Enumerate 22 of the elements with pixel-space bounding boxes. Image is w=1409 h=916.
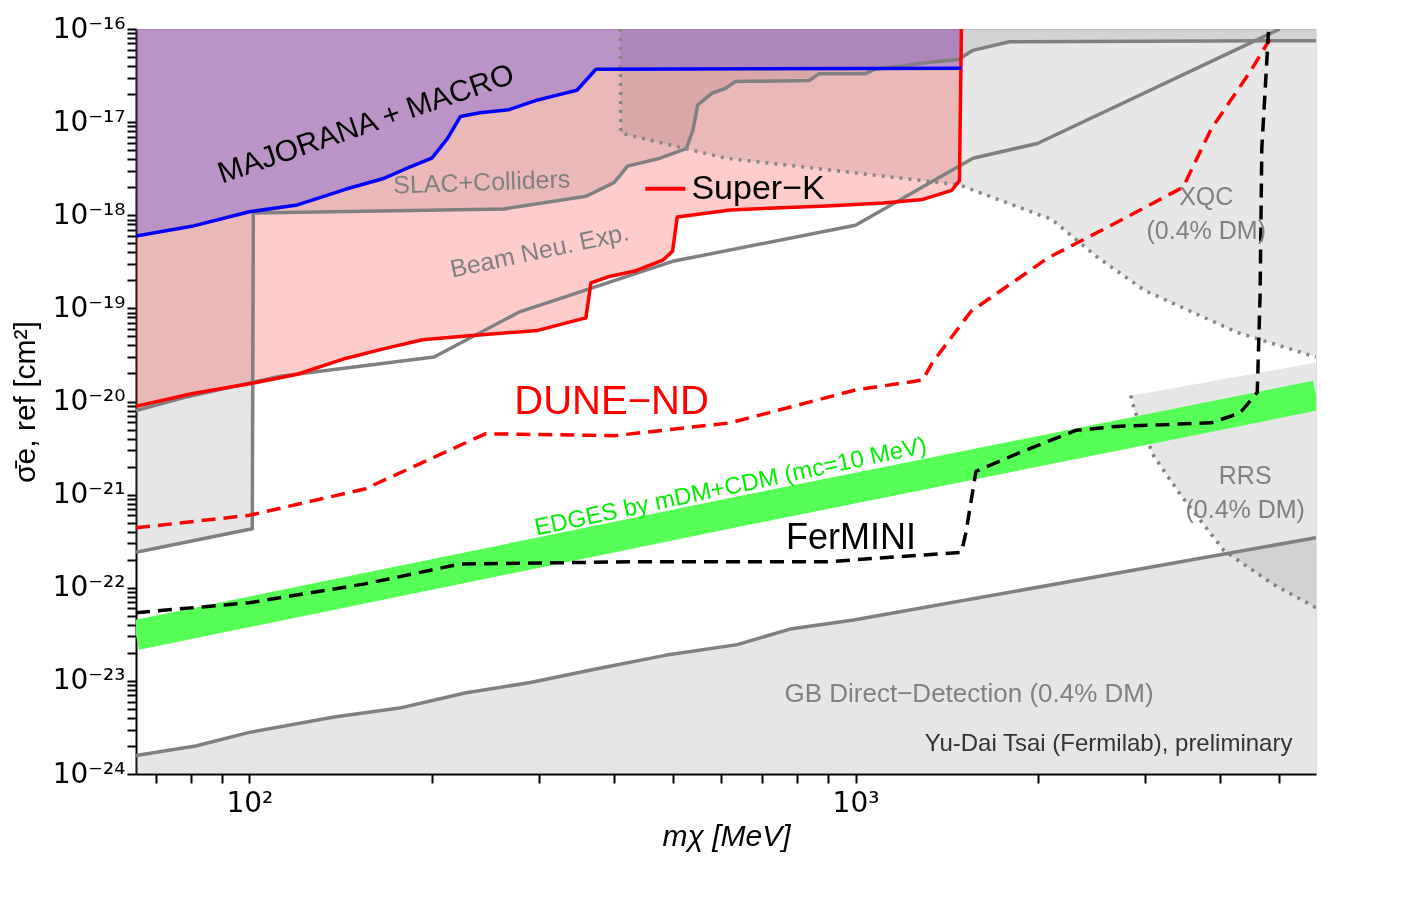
y-tick-label: 10⁻¹⁸ [52,197,126,231]
legend-label: Super−K [691,167,825,206]
y-axis-title: σ̄e, ref [cm²] [7,321,41,483]
annotation: RRS (0.4% DM) [1185,461,1305,523]
y-tick-label: 10⁻¹⁶ [52,11,126,45]
annotation: FerMINI [786,515,917,557]
annotation: GB Direct−Detection (0.4% DM) [784,677,1154,708]
annotation: DUNE−ND [514,377,709,422]
x-tick-label: 10³ [832,785,880,819]
y-tick-label: 10⁻¹⁷ [52,104,126,138]
y-tick-label: 10⁻²¹ [52,477,126,511]
annotation: Yu-Dai Tsai (Fermilab), preliminary [924,729,1293,757]
y-tick-label: 10⁻²⁰ [52,384,126,417]
annotation: SLAC+Colliders [392,164,571,199]
x-tick-label: 10² [226,785,274,819]
annotation: Beam Neu. Exp. [447,217,632,283]
y-tick-label: 10⁻²³ [52,663,126,697]
annotation: XQC (0.4% DM) [1146,182,1266,245]
y-tick-label: 10⁻²⁴ [52,756,126,790]
x-axis-title: mχ [MeV] [662,818,792,852]
y-tick-label: 10⁻²² [52,570,126,604]
y-tick-label: 10⁻¹⁹ [52,290,126,324]
